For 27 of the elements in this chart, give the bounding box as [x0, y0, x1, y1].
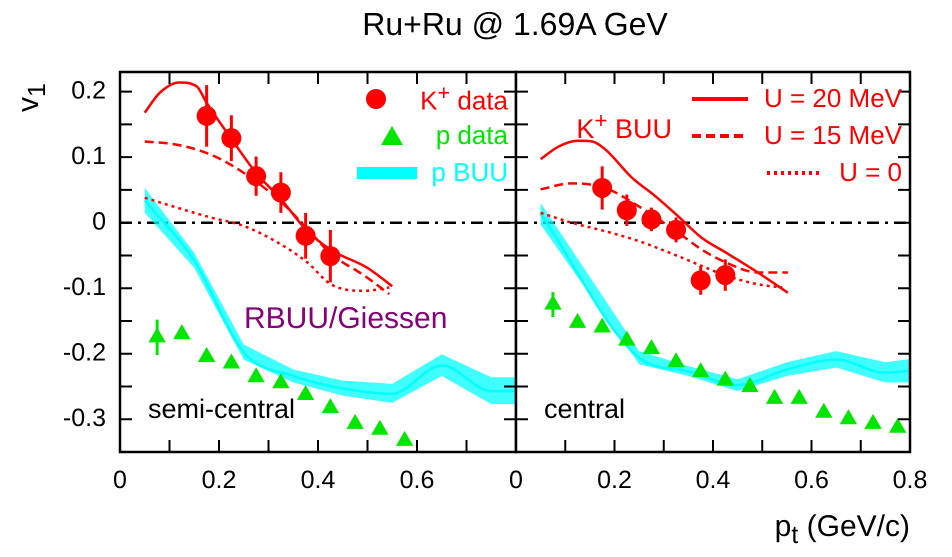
legend-label: p data [436, 120, 508, 151]
annotation: RBUU/Giessen [244, 302, 448, 335]
y-tick-label: -0.2 [62, 338, 106, 367]
x-tick-label: 0.2 [202, 466, 236, 494]
x-tick-label: 0.2 [597, 466, 632, 494]
annotation: semi-central [148, 394, 296, 424]
y-tick-label: -0.1 [62, 273, 106, 302]
x-tick-label: 0.8 [892, 466, 928, 494]
legend-label: p BUU [431, 157, 508, 188]
x-tick-label: 0 [113, 466, 127, 494]
legend-label: U = 0 [839, 157, 902, 188]
x-tick-label: 0.6 [794, 466, 829, 494]
legend-label: U = 20 MeV [764, 83, 902, 114]
y-tick-label: 0.1 [71, 142, 106, 170]
x-tick-label: 0.6 [400, 466, 434, 494]
x-tick-label: 0 [509, 466, 523, 494]
annotation: central [544, 394, 626, 424]
x-tick-label: 0.4 [300, 466, 336, 494]
legend-title: K$^{+}$ BUU [576, 108, 672, 145]
chart-title: Ru+Ru @ 1.69A GeV [361, 6, 669, 42]
y-tick-label: 0.2 [71, 76, 106, 105]
y-tick-label: -0.3 [62, 404, 106, 432]
legend-label: U = 15 MeV [764, 120, 902, 151]
x-axis-title: p$_{t}$ (GeV/c) [774, 510, 910, 549]
y-tick-label: 0 [92, 208, 106, 236]
x-tick-label: 0.4 [696, 466, 730, 494]
legend-label: K$^{+}$ data [420, 80, 508, 117]
